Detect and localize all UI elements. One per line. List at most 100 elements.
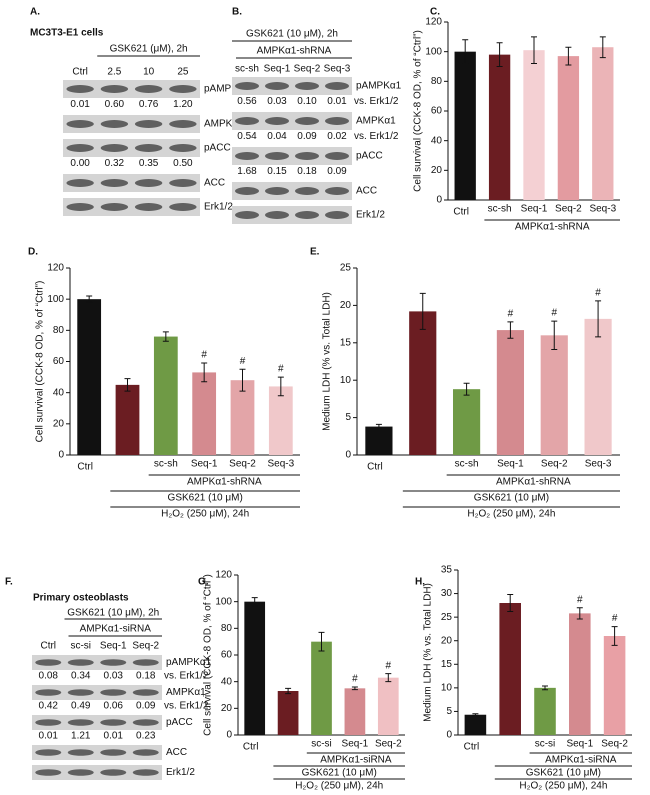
quant: 0.00 — [70, 158, 90, 169]
bar — [592, 47, 614, 200]
group-label: GSK621 (10 μM) — [526, 768, 601, 779]
quant: 0.03 — [267, 96, 287, 107]
y-tick-label: 120 — [425, 17, 442, 28]
group-label: H₂O₂ (250 μM), 24h — [467, 509, 555, 520]
x-tick-label: Seq-2 — [601, 739, 628, 750]
quant: 0.01 — [39, 731, 59, 742]
panel-label: G. — [198, 577, 209, 588]
bar — [523, 50, 545, 200]
y-tick-label: 5 — [345, 412, 351, 423]
bar — [454, 51, 476, 200]
band — [67, 719, 94, 726]
quant-note: vs. Erk1/2 — [164, 701, 209, 712]
y-tick-label: 30 — [441, 588, 453, 599]
band — [295, 211, 319, 219]
y-tick-label: 35 — [441, 565, 453, 576]
band — [132, 659, 159, 666]
error-bar — [462, 39, 469, 65]
y-tick-label: 80 — [53, 325, 65, 336]
y-tick-label: 60 — [53, 356, 65, 367]
error-bar — [565, 46, 572, 66]
x-tick-label: Seq-2 — [229, 459, 256, 470]
x-tick-label: Seq-2 — [555, 204, 582, 215]
quant: 0.04 — [267, 131, 287, 142]
treatment: GSK621 (μM), 2h — [110, 44, 188, 55]
annotation: # — [612, 613, 618, 624]
bar — [464, 714, 487, 735]
y-tick-label: 25 — [340, 263, 352, 274]
bar — [365, 426, 393, 455]
quant: 0.18 — [297, 166, 317, 177]
band — [66, 203, 94, 211]
band — [169, 85, 197, 93]
y-tick-label: 20 — [441, 635, 453, 646]
annotation: # — [551, 308, 557, 319]
row-label: pACC — [166, 717, 193, 728]
band — [235, 211, 259, 219]
band — [132, 749, 159, 756]
bar — [584, 318, 612, 455]
y-tick-label: 5 — [446, 706, 452, 717]
quant: 0.01 — [327, 96, 347, 107]
quant: 0.09 — [327, 166, 347, 177]
band — [325, 117, 349, 125]
quant: 0.23 — [136, 731, 156, 742]
x-tick-label: sc-sh — [154, 459, 178, 470]
panel-label: E. — [310, 247, 320, 258]
band — [265, 152, 289, 160]
band — [235, 82, 259, 90]
treatment: GSK621 (10 μM), 2h — [246, 29, 338, 40]
error-bar — [86, 295, 93, 303]
lane-label: Ctrl — [40, 641, 56, 652]
lane-label: 2.5 — [107, 67, 121, 78]
row-label: AMPKα1 — [356, 116, 396, 127]
y-tick-label: 0 — [226, 730, 232, 741]
error-bar — [124, 378, 131, 392]
error-bar — [576, 607, 583, 620]
x-tick-label: Seq-3 — [585, 459, 612, 470]
row-label: ACC — [204, 178, 225, 189]
band — [100, 749, 127, 756]
blot-strip — [63, 198, 200, 216]
error-bar — [551, 320, 558, 351]
y-axis-label: Cell survival (CCK-8 OD, % of “Ctrl”) — [35, 281, 46, 443]
band — [169, 144, 197, 152]
band — [325, 82, 349, 90]
quant: 0.09 — [297, 131, 317, 142]
group-label: AMPKα1-shRNA — [515, 222, 590, 233]
y-tick-label: 10 — [441, 682, 453, 693]
quant-note: vs. Erk1/2 — [354, 96, 399, 107]
band — [66, 179, 94, 187]
band — [295, 82, 319, 90]
error-bar — [251, 597, 258, 607]
row-label: Erk1/2 — [166, 767, 195, 778]
band — [295, 187, 319, 195]
bar — [192, 372, 217, 455]
blot-strip — [232, 112, 352, 130]
quant: 0.01 — [104, 731, 124, 742]
blot-strip — [32, 685, 162, 700]
x-tick-label: Seq-1 — [566, 739, 593, 750]
band — [67, 689, 94, 696]
quant: 0.42 — [39, 701, 59, 712]
annotation: # — [278, 364, 284, 375]
error-bar — [472, 713, 479, 717]
group-label: H₂O₂ (250 μM), 24h — [295, 781, 383, 792]
band — [66, 144, 94, 152]
error-bar — [162, 331, 169, 342]
band — [169, 179, 197, 187]
band — [100, 659, 127, 666]
error-bar — [496, 42, 503, 67]
y-tick-label: 0 — [436, 195, 442, 206]
quant: 0.35 — [139, 158, 159, 169]
y-tick-label: 20 — [53, 418, 65, 429]
bar — [499, 603, 521, 735]
bar — [540, 335, 568, 455]
y-tick-label: 40 — [431, 135, 443, 146]
error-bar — [239, 368, 246, 392]
error-bar — [463, 382, 470, 396]
row-label: pAMPKα1 — [204, 84, 250, 95]
quant: 0.15 — [267, 166, 287, 177]
panel-label: D. — [28, 247, 38, 258]
